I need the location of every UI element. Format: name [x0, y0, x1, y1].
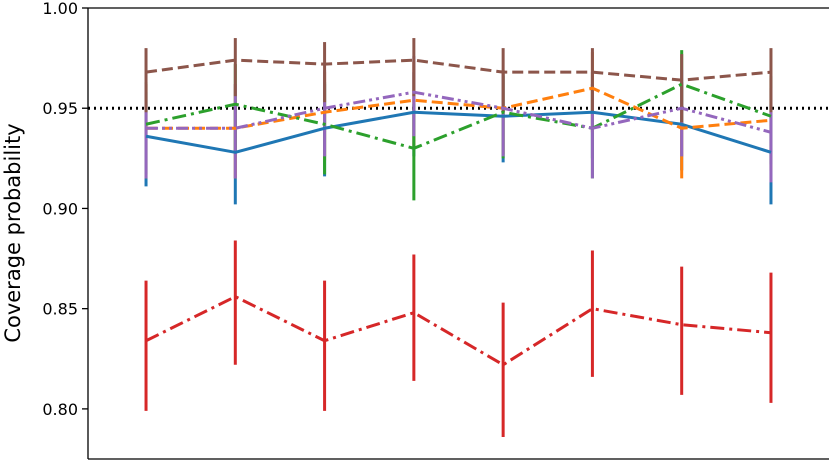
- y-tick-label-4: 1.00: [42, 0, 78, 18]
- y-tick-label-0: 0.80: [42, 400, 78, 419]
- series-line-3: [145, 295, 772, 367]
- series-line-2: [145, 82, 772, 150]
- axes: 0.80 0.85 0.90 0.95 1.00: [42, 0, 829, 460]
- series-line-0: [145, 110, 772, 154]
- plot-marks: [88, 38, 829, 437]
- series-line-4: [146, 90, 772, 134]
- y-tick-label-1: 0.85: [42, 300, 78, 319]
- series-line-5: [145, 58, 772, 82]
- y-axis-label: Coverage probability: [1, 123, 25, 342]
- y-tick-label-2: 0.90: [42, 199, 78, 218]
- y-tick-label-3: 0.95: [42, 99, 78, 118]
- series-line-1: [146, 86, 772, 130]
